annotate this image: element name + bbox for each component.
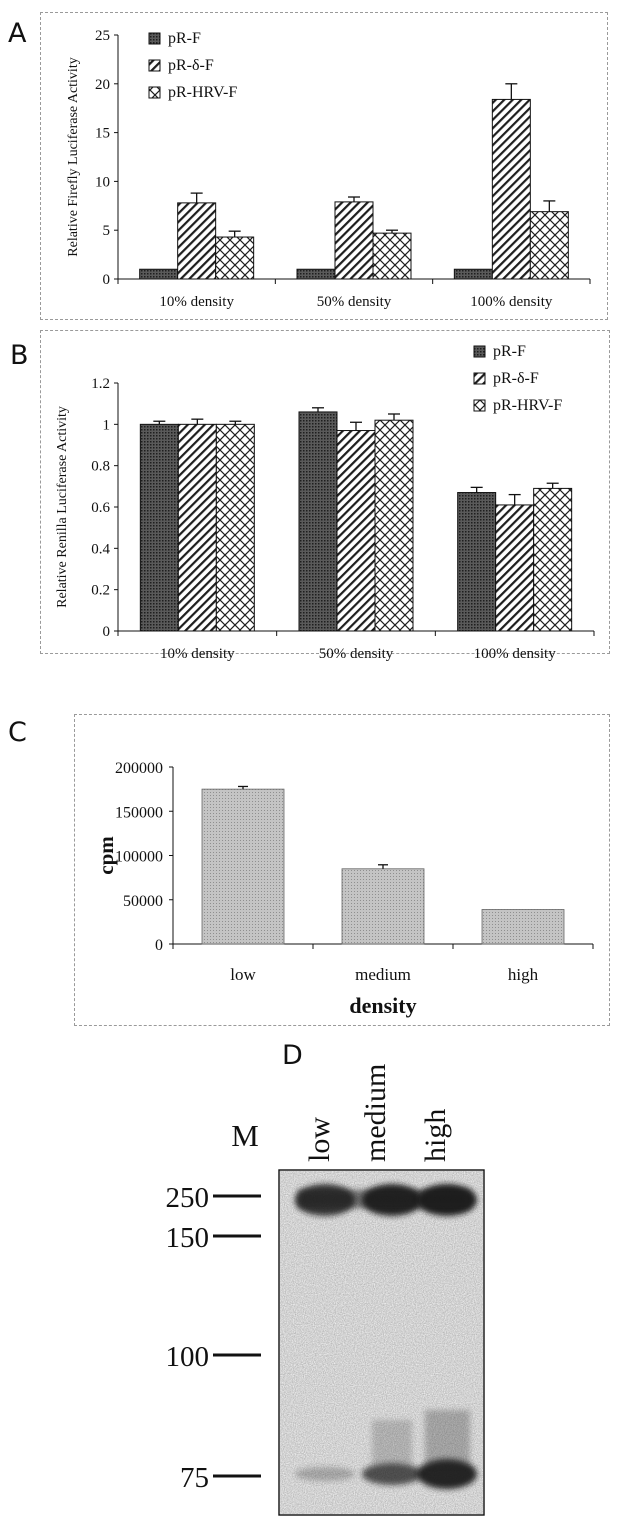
bar <box>491 98 531 280</box>
x-tick-label: 10% density <box>160 646 235 662</box>
legend-swatch <box>148 32 161 45</box>
y-tick-label: 0.2 <box>91 583 110 599</box>
y-tick-label: 200000 <box>115 760 163 777</box>
bar <box>495 504 535 632</box>
legend-label: pR-HRV-F <box>493 397 562 414</box>
blot-smear <box>372 1420 412 1465</box>
y-tick-label: 15 <box>95 126 110 142</box>
bar <box>139 268 179 280</box>
y-tick-label: 100000 <box>115 849 163 866</box>
bar <box>374 419 414 632</box>
bar <box>215 423 255 632</box>
y-tick-label: 10 <box>95 174 110 190</box>
blot-lane-label: medium <box>359 1064 392 1162</box>
y-tick-label: 0 <box>155 937 163 954</box>
legend-swatch <box>473 399 486 412</box>
x-tick-label: 100% density <box>470 294 553 310</box>
y-tick-label: 5 <box>103 223 111 239</box>
y-axis-label: Relative Firefly Luciferase Activity <box>66 57 81 256</box>
y-tick-label: 0.6 <box>91 500 110 516</box>
bar <box>336 430 376 632</box>
y-axis-label: Relative Renilla Luciferase Activity <box>55 406 70 608</box>
legend-label: pR-δ-F <box>493 370 539 387</box>
x-tick-label: 50% density <box>319 646 394 662</box>
chart-c-frame <box>74 714 610 1026</box>
bar <box>177 423 217 632</box>
legend-swatch <box>148 86 161 99</box>
y-tick-label: 0 <box>103 272 111 288</box>
blot-band-upper-smear <box>298 1190 470 1208</box>
x-axis-label: density <box>349 993 416 1018</box>
bar <box>334 201 374 280</box>
y-tick-label: 1 <box>103 417 111 433</box>
bar <box>529 211 569 280</box>
blot-marker-value: 150 <box>166 1222 210 1254</box>
x-tick-label: low <box>230 965 256 984</box>
x-tick-label: medium <box>355 965 411 984</box>
blot-marker-value: 250 <box>166 1182 210 1214</box>
y-tick-label: 150000 <box>115 804 163 821</box>
y-tick-label: 25 <box>95 28 110 44</box>
legend-label: pR-F <box>168 30 201 47</box>
blot-smear <box>425 1410 470 1465</box>
bar <box>215 236 255 280</box>
blot-band-lower <box>362 1463 422 1485</box>
legend-swatch <box>473 345 486 358</box>
blot-marker-value: 100 <box>166 1341 210 1373</box>
blot-band-lower <box>295 1467 355 1481</box>
legend-label: pR-F <box>493 343 526 360</box>
blot-marker-label: M <box>231 1118 259 1153</box>
legend-swatch <box>148 59 161 72</box>
panel-label-a: A <box>8 18 27 49</box>
chart-a-frame <box>40 12 608 320</box>
legend-label: pR-δ-F <box>168 57 214 74</box>
y-tick-label: 20 <box>95 77 110 93</box>
bar <box>298 411 338 632</box>
x-tick-label: 50% density <box>317 294 392 310</box>
bar <box>372 232 412 280</box>
blot-lane-label: low <box>303 1117 336 1162</box>
legend-label: pR-HRV-F <box>168 84 237 101</box>
bar <box>481 909 565 945</box>
y-tick-label: 50000 <box>123 893 163 910</box>
bar <box>201 788 285 945</box>
x-tick-label: 100% density <box>474 646 557 662</box>
bar <box>533 487 573 632</box>
x-tick-label: 10% density <box>159 294 234 310</box>
bar <box>177 202 217 280</box>
legend-swatch <box>473 372 486 385</box>
chart-b-frame <box>40 330 610 654</box>
blot-lane-label: high <box>419 1109 452 1162</box>
panel-label-d: D <box>282 1040 303 1071</box>
x-tick-label: high <box>508 965 539 984</box>
panel-label-c: C <box>8 717 27 748</box>
bar <box>453 268 493 280</box>
blot-marker-value: 75 <box>180 1462 209 1494</box>
y-tick-label: 0.8 <box>91 459 110 475</box>
bar <box>341 868 425 945</box>
bar <box>457 492 497 632</box>
y-tick-label: 0.4 <box>91 541 110 557</box>
bar <box>296 268 336 280</box>
panel-label-b: B <box>10 340 29 371</box>
y-tick-label: 1.2 <box>91 376 110 392</box>
bar <box>139 423 179 632</box>
blot-band-lower <box>417 1459 477 1489</box>
y-axis-label: cpm <box>94 836 118 875</box>
y-tick-label: 0 <box>103 624 111 640</box>
